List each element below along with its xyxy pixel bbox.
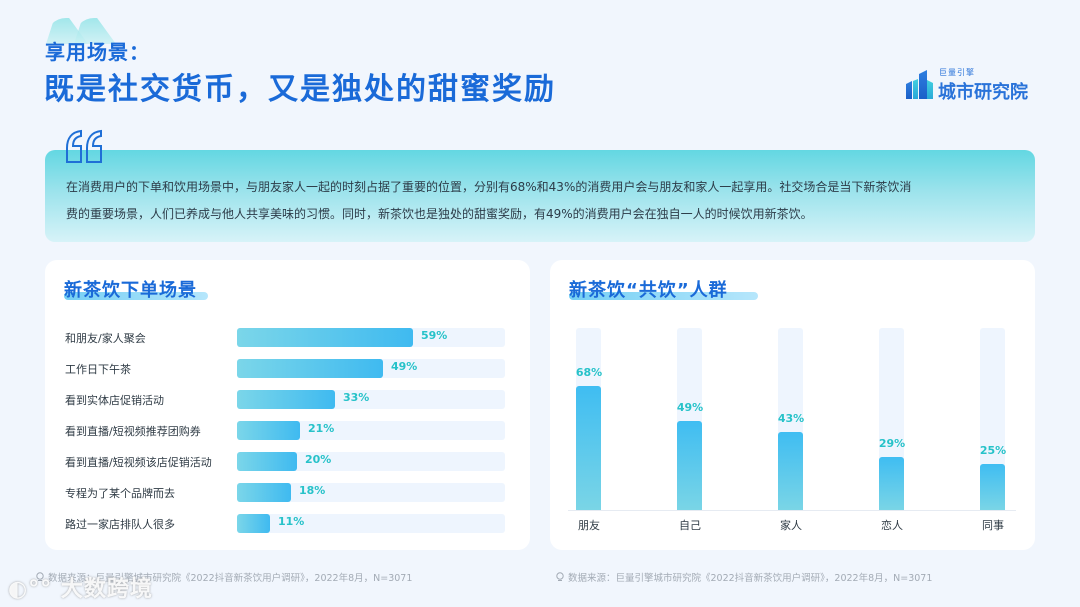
bar-column: 25% 同事 xyxy=(963,260,1023,550)
co-drinking-card: 新茶饮“共饮”人群 68% 朋友 49% 自己 43% 家人 29% 恋人 25% 同事 xyxy=(550,260,1035,550)
title-underline xyxy=(64,292,208,300)
bar-column: 49% 自己 xyxy=(660,260,720,550)
bar-value: 21% xyxy=(308,422,335,435)
bar-fill xyxy=(237,328,413,347)
order-scenario-card: 新茶饮下单场景 和朋友/家人聚会 59% 工作日下午茶 49% 看到实体店促销活动 33%… xyxy=(45,260,530,550)
summary-box xyxy=(45,150,1035,242)
bar-label: 朋友 xyxy=(578,519,600,532)
bar-fill xyxy=(778,432,803,510)
bar-label: 家人 xyxy=(780,519,802,532)
bar-value: 43% xyxy=(777,412,805,425)
bar-fill xyxy=(237,421,300,440)
page-title: 既是社交货币，又是独处的甜蜜奖励 xyxy=(44,72,556,107)
bar-track: 21% xyxy=(237,421,505,440)
bar-label: 同事 xyxy=(982,519,1004,532)
bar-track: 18% xyxy=(237,483,505,502)
bar-track: 33% xyxy=(237,390,505,409)
bar-value: 59% xyxy=(421,329,448,342)
bar-row: 和朋友/家人聚会 59% xyxy=(45,328,530,348)
source-text: 数据来源：巨量引擎城市研究院《2022抖音新茶饮用户调研》，2022年8月，N=… xyxy=(48,573,413,584)
bar-value: 20% xyxy=(305,453,332,466)
quote-icon xyxy=(66,129,102,163)
bar-value: 49% xyxy=(391,360,418,373)
logo-small-text: 巨量引擎 xyxy=(939,68,975,77)
bar-row: 看到直播/短视频该店促销活动 20% xyxy=(45,452,530,472)
location-pin-icon xyxy=(36,572,44,581)
bar-value: 49% xyxy=(676,401,704,414)
card-title: 新茶饮下单场景 xyxy=(64,280,197,301)
bar-label: 路过一家店排队人很多 xyxy=(65,518,175,531)
title-underline xyxy=(569,292,758,300)
bar-fill xyxy=(237,483,291,502)
bar-value: 11% xyxy=(278,515,305,528)
bar-fill xyxy=(237,452,297,471)
bar-fill xyxy=(879,457,904,510)
bar-track: 11% xyxy=(237,514,505,533)
bar-fill xyxy=(980,464,1005,510)
chart-baseline xyxy=(568,510,1016,511)
bar-fill xyxy=(677,421,702,510)
bar-value: 25% xyxy=(979,444,1007,457)
bar-label: 看到直播/短视频该店促销活动 xyxy=(65,456,212,469)
bar-label: 专程为了某个品牌而去 xyxy=(65,487,175,500)
data-source-left: 数据来源：巨量引擎城市研究院《2022抖音新茶饮用户调研》，2022年8月，N=… xyxy=(35,570,412,584)
watermark-logo-icon: ◐°° xyxy=(8,577,61,602)
bar-track: 49% xyxy=(237,359,505,378)
data-source-right: 数据来源：巨量引擎城市研究院《2022抖音新茶饮用户调研》，2022年8月，N=… xyxy=(555,570,932,584)
bar-row: 路过一家店排队人很多 11% xyxy=(45,514,530,534)
bar-label: 自己 xyxy=(679,519,701,532)
bar-column: 43% 家人 xyxy=(761,260,821,550)
bar-label: 和朋友/家人聚会 xyxy=(65,332,146,345)
bar-track: 59% xyxy=(237,328,505,347)
page-subtitle: 享用场景： xyxy=(45,40,150,64)
bar-value: 29% xyxy=(878,437,906,450)
watermark: ◐°° 大数跨境 xyxy=(8,571,153,603)
bar-track: 20% xyxy=(237,452,505,471)
summary-text: 在消费用户的下单和饮用场景中，与朋友家人一起的时刻占据了重要的位置，分别有68%… xyxy=(66,174,1016,228)
bar-row: 专程为了某个品牌而去 18% xyxy=(45,483,530,503)
bar-fill xyxy=(237,390,335,409)
building-icon xyxy=(906,70,933,99)
card-title: 新茶饮“共饮”人群 xyxy=(569,280,728,301)
bar-value: 18% xyxy=(299,484,326,497)
brand-logo: 巨量引擎 城市研究院 xyxy=(905,64,1040,106)
bar-label: 看到实体店促销活动 xyxy=(65,394,164,407)
bar-fill xyxy=(237,359,383,378)
bar-value: 68% xyxy=(575,366,603,379)
location-pin-icon xyxy=(556,572,564,581)
source-text: 数据来源：巨量引擎城市研究院《2022抖音新茶饮用户调研》，2022年8月，N=… xyxy=(568,573,933,584)
bar-fill xyxy=(576,386,601,510)
bar-label: 看到直播/短视频推荐团购券 xyxy=(65,425,201,438)
bar-row: 工作日下午茶 49% xyxy=(45,359,530,379)
summary-line-1: 在消费用户的下单和饮用场景中，与朋友家人一起的时刻占据了重要的位置，分别有68%… xyxy=(66,180,912,194)
bar-row: 看到实体店促销活动 33% xyxy=(45,390,530,410)
bar-value: 33% xyxy=(343,391,370,404)
bar-label: 工作日下午茶 xyxy=(65,363,131,376)
bar-fill xyxy=(237,514,270,533)
logo-big-text: 城市研究院 xyxy=(938,82,1028,103)
watermark-text: 大数跨境 xyxy=(60,577,153,602)
summary-line-2: 费的重要场景，人们已养成与他人共享美味的习惯。同时，新茶饮也是独处的甜蜜奖励，有… xyxy=(66,207,813,221)
bar-column: 29% 恋人 xyxy=(862,260,922,550)
bar-column: 68% 朋友 xyxy=(559,260,619,550)
bar-row: 看到直播/短视频推荐团购券 21% xyxy=(45,421,530,441)
bar-label: 恋人 xyxy=(881,519,903,532)
